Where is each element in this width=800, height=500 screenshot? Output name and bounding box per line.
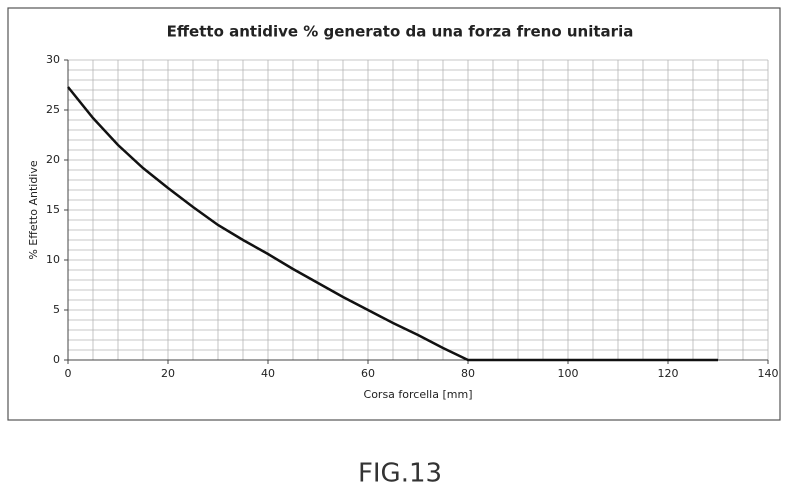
x-tick-label: 140: [758, 367, 779, 380]
y-axis-label: % Effetto Antidive: [27, 160, 40, 260]
data-line: [67, 86, 718, 362]
y-tick-label: 30: [46, 53, 60, 66]
y-tick-label: 10: [46, 253, 60, 266]
y-tick-label: 5: [53, 303, 60, 316]
y-tick-label: 25: [46, 103, 60, 116]
figure-label: FIG.13: [358, 459, 442, 489]
x-tick-label: 60: [361, 367, 375, 380]
x-tick-label: 40: [261, 367, 275, 380]
x-tick-label: 20: [161, 367, 175, 380]
x-tick-label: 0: [65, 367, 72, 380]
y-tick-label: 20: [46, 153, 60, 166]
x-tick-label: 100: [558, 367, 579, 380]
y-tick-label: 15: [46, 203, 60, 216]
x-tick-label: 120: [658, 367, 679, 380]
x-tick-label: 80: [461, 367, 475, 380]
chart-frame: [7, 7, 781, 421]
chart-title: Effetto antidive % generato da una forza…: [167, 23, 634, 41]
y-tick-label: 0: [53, 353, 60, 366]
x-axis-label: Corsa forcella [mm]: [364, 388, 473, 401]
